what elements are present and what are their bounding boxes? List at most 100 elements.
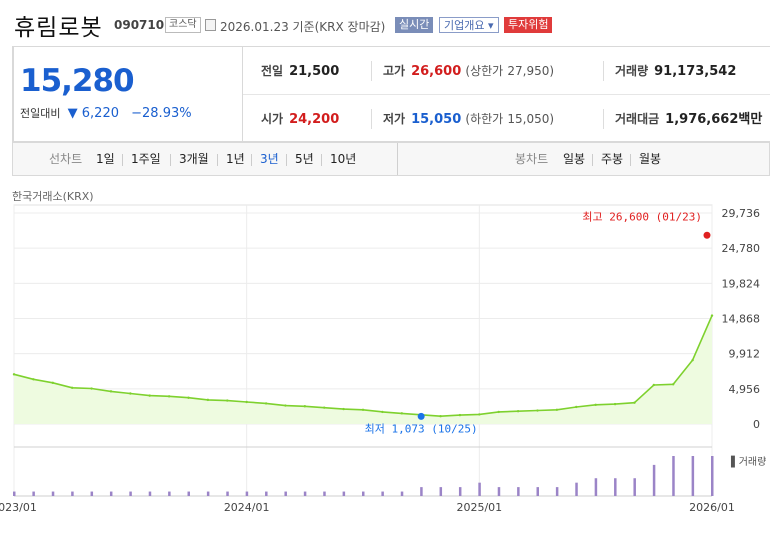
tab-1y[interactable]: 1년 — [226, 152, 245, 166]
x-tick-label: 2024/01 — [224, 501, 270, 514]
volume-bar — [381, 491, 384, 496]
price-point — [516, 410, 520, 413]
day-high: 고가 26,600 (상한가 27,950) — [383, 64, 555, 79]
volume-bar — [226, 491, 229, 496]
volume-bar — [420, 487, 423, 496]
tab-1w[interactable]: 1주일 — [131, 152, 161, 166]
price-point — [439, 414, 442, 418]
price-point — [12, 373, 16, 376]
volume-bar — [517, 487, 520, 496]
volume-bar — [129, 491, 132, 496]
x-tick-label: 2023/01 — [0, 501, 37, 514]
day-low: 저가 15,050 (하한가 15,050) — [383, 112, 555, 127]
x-tick-label: 2026/01 — [689, 501, 735, 514]
volume-bar — [245, 491, 249, 496]
tab-3y[interactable]: 3년 — [260, 152, 279, 166]
volume-bar — [691, 456, 695, 496]
x-tick-label: 2025/01 — [456, 501, 502, 514]
volume-bar — [497, 487, 501, 496]
volume-bar — [575, 482, 578, 496]
volume-bar — [90, 491, 94, 496]
price-stats: 전일 21,500 고가 26,600 (상한가 27,950) 거래량 91,173… — [242, 46, 770, 142]
volume-bar — [362, 491, 365, 496]
volume-bar — [672, 456, 675, 496]
volume-bar — [51, 491, 55, 496]
volume-bar — [303, 491, 307, 496]
price-point — [187, 396, 190, 399]
price-point — [594, 403, 597, 407]
volume-bar — [265, 491, 268, 496]
price-point — [264, 402, 268, 405]
low-label: 최저 1,073 (10/25) — [365, 422, 478, 435]
high-label: 최고 26,600 (01/23) — [582, 210, 702, 223]
line-chart-label: 선차트 — [49, 152, 83, 166]
price-point — [323, 406, 326, 409]
price-summary: 15,280 전일대비 ▼ 6,220 −28.93% — [12, 46, 242, 142]
volume-bar — [187, 491, 190, 496]
volume-bar — [652, 464, 656, 496]
tab-1d[interactable]: 1일 — [96, 152, 115, 166]
tab-monthly[interactable]: 월봉 — [639, 152, 662, 166]
volume-bar — [458, 487, 462, 496]
price-point — [672, 383, 675, 386]
prev-close: 전일 21,500 — [261, 64, 340, 79]
volume-bar — [71, 491, 74, 496]
price-point — [613, 402, 617, 406]
tab-5y[interactable]: 5년 — [295, 152, 314, 166]
price-point — [109, 390, 113, 393]
volume-bar — [284, 491, 287, 496]
high-marker — [703, 231, 711, 239]
price-point — [226, 399, 229, 402]
price-point — [90, 387, 93, 390]
price-point — [361, 408, 365, 412]
change-amount: 6,220 — [81, 106, 119, 121]
price-point — [497, 410, 500, 414]
investment-risk-badge: 투자위험 — [504, 17, 553, 33]
price-point — [478, 413, 481, 416]
price-point — [633, 401, 636, 404]
price-point — [245, 400, 248, 404]
y-tick-label: 4,956 — [729, 383, 761, 396]
price-point — [32, 378, 35, 381]
volume-bar — [439, 487, 443, 496]
price-point — [400, 412, 403, 415]
y-tick-label: 24,780 — [722, 242, 761, 255]
volume-bar — [13, 491, 16, 496]
y-tick-label: 0 — [753, 418, 760, 431]
tab-10y[interactable]: 10년 — [330, 152, 357, 166]
quote-date: 2026.01.23 기준(KRX 장마감) — [220, 20, 386, 34]
down-arrow-icon: ▼ — [67, 106, 78, 121]
volume-bar — [342, 491, 346, 496]
price-point — [691, 358, 694, 362]
price-point — [555, 408, 559, 412]
stock-name: 휴림로봇 — [14, 15, 103, 41]
price-point — [70, 386, 74, 390]
volume-bar — [168, 491, 171, 496]
company-overview-dropdown[interactable]: 기업개요 ▾ — [439, 17, 499, 33]
change-label: 전일대비 — [20, 107, 61, 120]
volume-bar — [400, 491, 404, 496]
volume-bar — [555, 487, 559, 496]
volume-bar — [206, 491, 210, 496]
tab-3m[interactable]: 3개월 — [179, 152, 209, 166]
chart-period-tabs: 선차트 1일 1주일 3개월 1년 3년 5년 10년 봉차트 일봉 주봉 월봉 — [12, 142, 770, 176]
current-price: 15,280 — [20, 63, 135, 99]
volume-bar — [323, 491, 326, 496]
tab-daily[interactable]: 일봉 — [563, 152, 586, 166]
stock-code: 090710 — [114, 18, 165, 32]
price-point — [458, 413, 462, 417]
calendar-icon — [205, 19, 216, 31]
volume-bar — [633, 478, 636, 496]
low-marker — [417, 412, 425, 420]
volume-bar — [711, 456, 714, 496]
realtime-button[interactable]: 실시간 — [395, 17, 434, 33]
price-point — [342, 407, 345, 411]
volume-bar — [614, 478, 617, 496]
price-point — [381, 410, 384, 414]
open-price: 시가 24,200 — [261, 112, 340, 127]
data-source: 한국거래소(KRX) — [12, 190, 94, 203]
tab-weekly[interactable]: 주봉 — [601, 152, 624, 166]
y-tick-label: 19,824 — [722, 277, 761, 290]
volume-bar — [536, 487, 539, 496]
